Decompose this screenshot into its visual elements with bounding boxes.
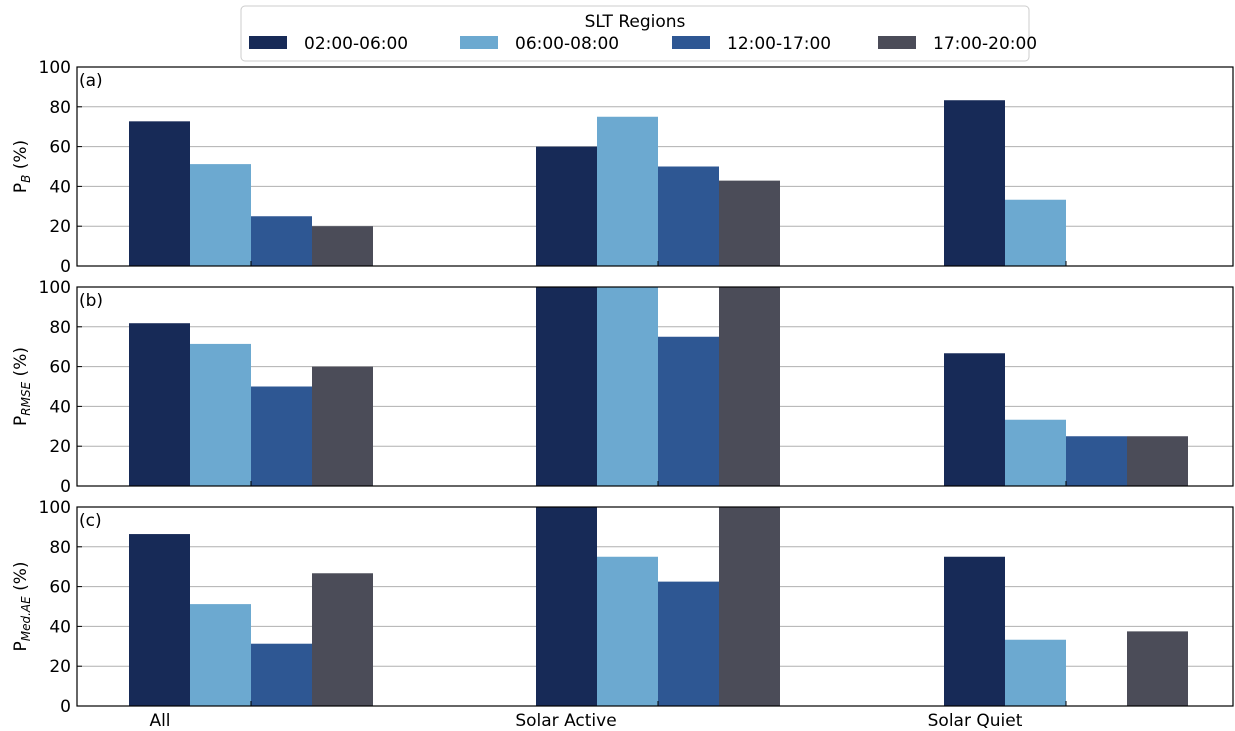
bar-solar-quiet-series-1 [944,100,1005,266]
panels: 0 20 40 60 80 100 (a) PB (%) 0 20 40 60 80 100 (b) PRMS… [11,58,1234,731]
bar-solar-active-series-2 [597,287,658,486]
bar-solar-active-series-3 [658,166,719,266]
bar-solar-quiet-series-2 [1005,419,1066,486]
legend-title: SLT Regions [585,12,686,32]
y-tick-label: 40 [49,617,71,637]
y-tick-label: 0 [60,257,71,277]
bar-solar-active-series-2 [597,556,658,706]
legend-swatch-4 [878,36,916,49]
y-tick-label: 20 [49,437,71,457]
bar-solar-active-series-3 [658,581,719,706]
y-tick-label: 80 [49,538,71,558]
y-tick-label: 100 [39,278,71,298]
axes-frame [76,506,1234,707]
y-axis-label: PB (%) [11,140,33,193]
panel-2: 0 20 40 60 80 100 (b) PRMSE (%) [11,278,1234,497]
bar-solar-quiet-series-4 [1127,631,1188,706]
y-tick-label: 100 [39,498,71,518]
legend-swatch-3 [672,36,710,49]
axes-frame [76,66,1234,267]
legend-swatch-2 [460,36,498,49]
bar-solar-active-series-2 [597,116,658,266]
y-tick-label: 60 [49,138,71,158]
panel-label: (b) [79,291,103,311]
panel-3: 0 20 40 60 80 100 (c) PMed.AE (%) [11,498,1234,717]
bar-solar-quiet-series-1 [944,556,1005,706]
bar-solar-active-series-4 [719,507,780,706]
y-tick-label: 20 [49,217,71,237]
bar-all-series-2 [190,343,251,486]
y-tick-label: 40 [49,177,71,197]
legend-frame [240,5,1030,62]
x-tick-label: All [149,711,170,731]
bar-all-series-4 [312,573,373,706]
bar-solar-active-series-4 [719,180,780,266]
bar-solar-quiet-series-3 [1066,436,1127,486]
legend-entry-label-4: 17:00-20:00 [933,34,1037,54]
bar-solar-active-series-1 [536,507,597,706]
bar-all-series-3 [251,643,312,706]
y-tick-label: 80 [49,98,71,118]
bar-solar-active-series-1 [536,146,597,266]
y-tick-label: 60 [49,358,71,378]
x-tick-label: Solar Quiet [928,711,1023,731]
y-tick-label: 80 [49,318,71,338]
bar-solar-active-series-3 [658,336,719,486]
bar-all-series-4 [312,366,373,486]
bar-all-series-2 [190,164,251,266]
y-tick-label: 0 [60,697,71,717]
bar-all-series-1 [129,323,190,486]
legend-entry-label-3: 12:00-17:00 [727,34,831,54]
bar-solar-quiet-series-1 [944,353,1005,486]
panel-label: (c) [79,511,102,531]
panel-1: 0 20 40 60 80 100 (a) PB (%) [11,58,1234,277]
panel-label: (a) [79,71,103,91]
bar-solar-quiet-series-2 [1005,199,1066,266]
bar-solar-active-series-1 [536,287,597,486]
y-tick-label: 60 [49,578,71,598]
axes-frame [76,286,1234,487]
y-tick-label: 100 [39,58,71,78]
bar-all-series-1 [129,534,190,706]
bar-all-series-3 [251,216,312,266]
y-tick-label: 40 [49,397,71,417]
x-tick-label: Solar Active [515,711,616,731]
bar-all-series-1 [129,121,190,267]
bar-solar-quiet-series-2 [1005,639,1066,706]
legend: SLT Regions 02:00-06:00 06:00-08:00 12:00-1… [240,5,1037,62]
legend-entry-label-2: 06:00-08:00 [515,34,619,54]
bar-solar-quiet-series-4 [1127,436,1188,486]
bar-solar-active-series-4 [719,287,780,486]
y-tick-label: 20 [49,657,71,677]
y-axis-label: PMed.AE (%) [11,561,33,651]
y-axis-label: PRMSE (%) [11,347,33,426]
bar-all-series-4 [312,226,373,266]
x-axis-labels: All Solar Active Solar Quiet [149,711,1022,731]
bar-all-series-2 [190,604,251,706]
bar-all-series-3 [251,386,312,486]
legend-entry-label-1: 02:00-06:00 [304,34,408,54]
legend-swatch-1 [249,36,287,49]
y-tick-label: 0 [60,477,71,497]
